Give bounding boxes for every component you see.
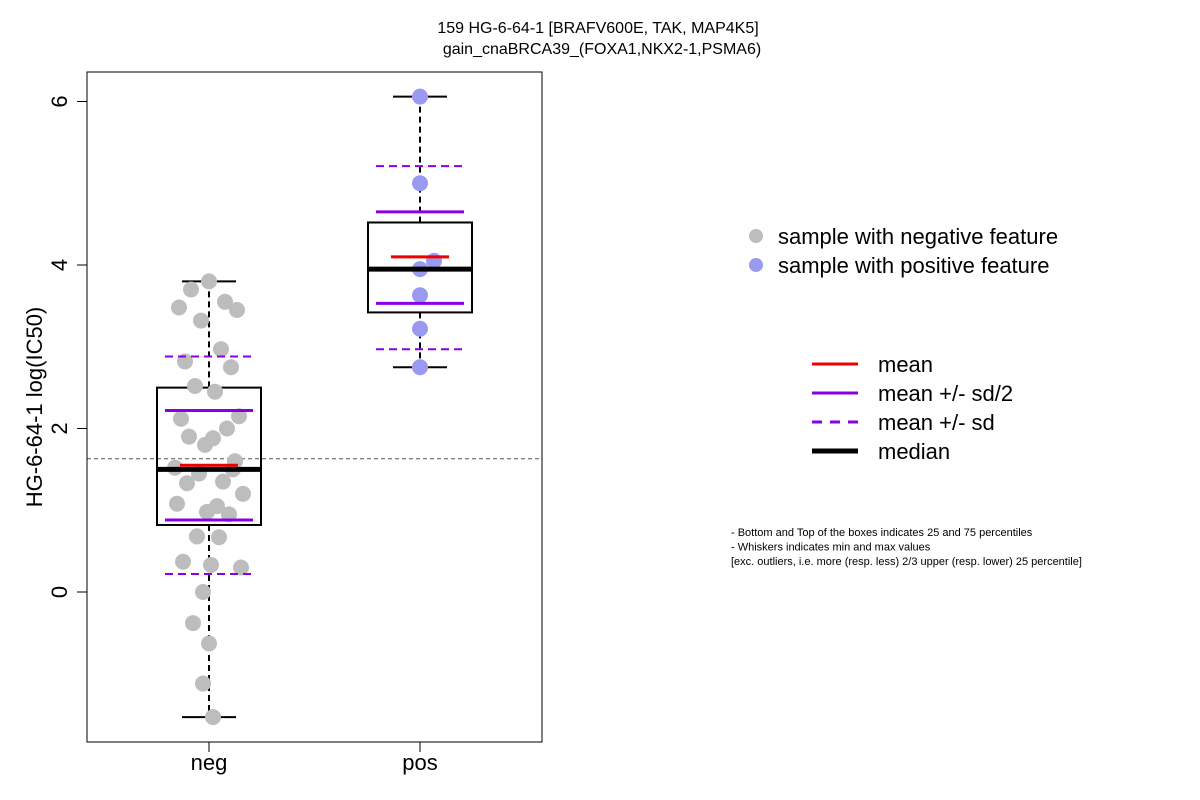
data-point (197, 436, 213, 453)
note-line: - Whiskers indicates min and max values (731, 542, 931, 554)
data-point (201, 635, 217, 652)
data-point (207, 383, 223, 400)
notes-block: - Bottom and Top of the boxes indicates … (731, 527, 1082, 568)
data-point (412, 175, 428, 192)
data-point (233, 559, 249, 576)
legend-point-label: sample with negative feature (778, 224, 1058, 249)
legend-points: sample with negative feature sample with … (749, 224, 1058, 278)
y-tick-label: 2 (47, 422, 72, 434)
data-point (195, 675, 211, 692)
data-point (213, 341, 229, 358)
data-point (229, 301, 245, 318)
data-point (412, 320, 428, 337)
y-tick-label: 6 (47, 95, 72, 107)
data-point (203, 557, 219, 574)
data-point (211, 529, 227, 546)
data-point (215, 473, 231, 490)
data-point (217, 293, 233, 310)
data-point (412, 287, 428, 304)
legend-line-label: median (878, 439, 950, 464)
data-point (195, 584, 211, 600)
data-point (201, 273, 217, 290)
data-point (189, 528, 205, 545)
note-line: [exc. outliers, i.e. more (resp. less) 2… (731, 556, 1082, 568)
data-point (171, 299, 187, 316)
data-point (173, 410, 189, 427)
data-point (223, 359, 239, 376)
data-point (183, 281, 199, 298)
data-point (185, 615, 201, 632)
legend-line-label: mean +/- sd/2 (878, 381, 1013, 406)
note-line: - Bottom and Top of the boxes indicates … (731, 527, 1033, 539)
plot-frame (86, 71, 543, 743)
data-point (221, 506, 237, 523)
data-point (175, 553, 191, 570)
legend-lines: mean mean +/- sd/2 mean +/- sd median (812, 352, 1013, 464)
chart-title-line1: 159 HG-6-64-1 [BRAFV600E, TAK, MAP4K5] (437, 20, 758, 37)
data-point (231, 408, 247, 425)
y-tick-label: 0 (47, 586, 72, 598)
data-point (426, 252, 442, 269)
data-point (187, 377, 203, 394)
data-point (193, 312, 209, 329)
data-point (412, 88, 428, 105)
data-point (219, 420, 235, 437)
x-tick-label: pos (402, 750, 437, 775)
legend-line-label: mean (878, 352, 933, 377)
data-point (199, 503, 215, 520)
legend-point-swatch (749, 229, 763, 243)
data-point (205, 709, 221, 726)
legend-line-label: mean +/- sd (878, 410, 995, 435)
legend-point-swatch (749, 258, 763, 272)
data-point (169, 495, 185, 512)
y-tick-label: 4 (47, 259, 72, 271)
data-point (181, 428, 197, 445)
x-tick-label: neg (191, 750, 228, 775)
legend-point-label: sample with positive feature (778, 253, 1049, 278)
chart-title-line2: gain_cnaBRCA39_(FOXA1,NKX2-1,PSMA6) (443, 41, 761, 58)
data-point (179, 475, 195, 492)
data-point (235, 485, 251, 502)
plot-area: 0 2 4 6 neg pos (47, 88, 542, 775)
data-point (412, 359, 428, 376)
y-axis-label: HG-6-64-1 log(IC50) (22, 307, 47, 508)
